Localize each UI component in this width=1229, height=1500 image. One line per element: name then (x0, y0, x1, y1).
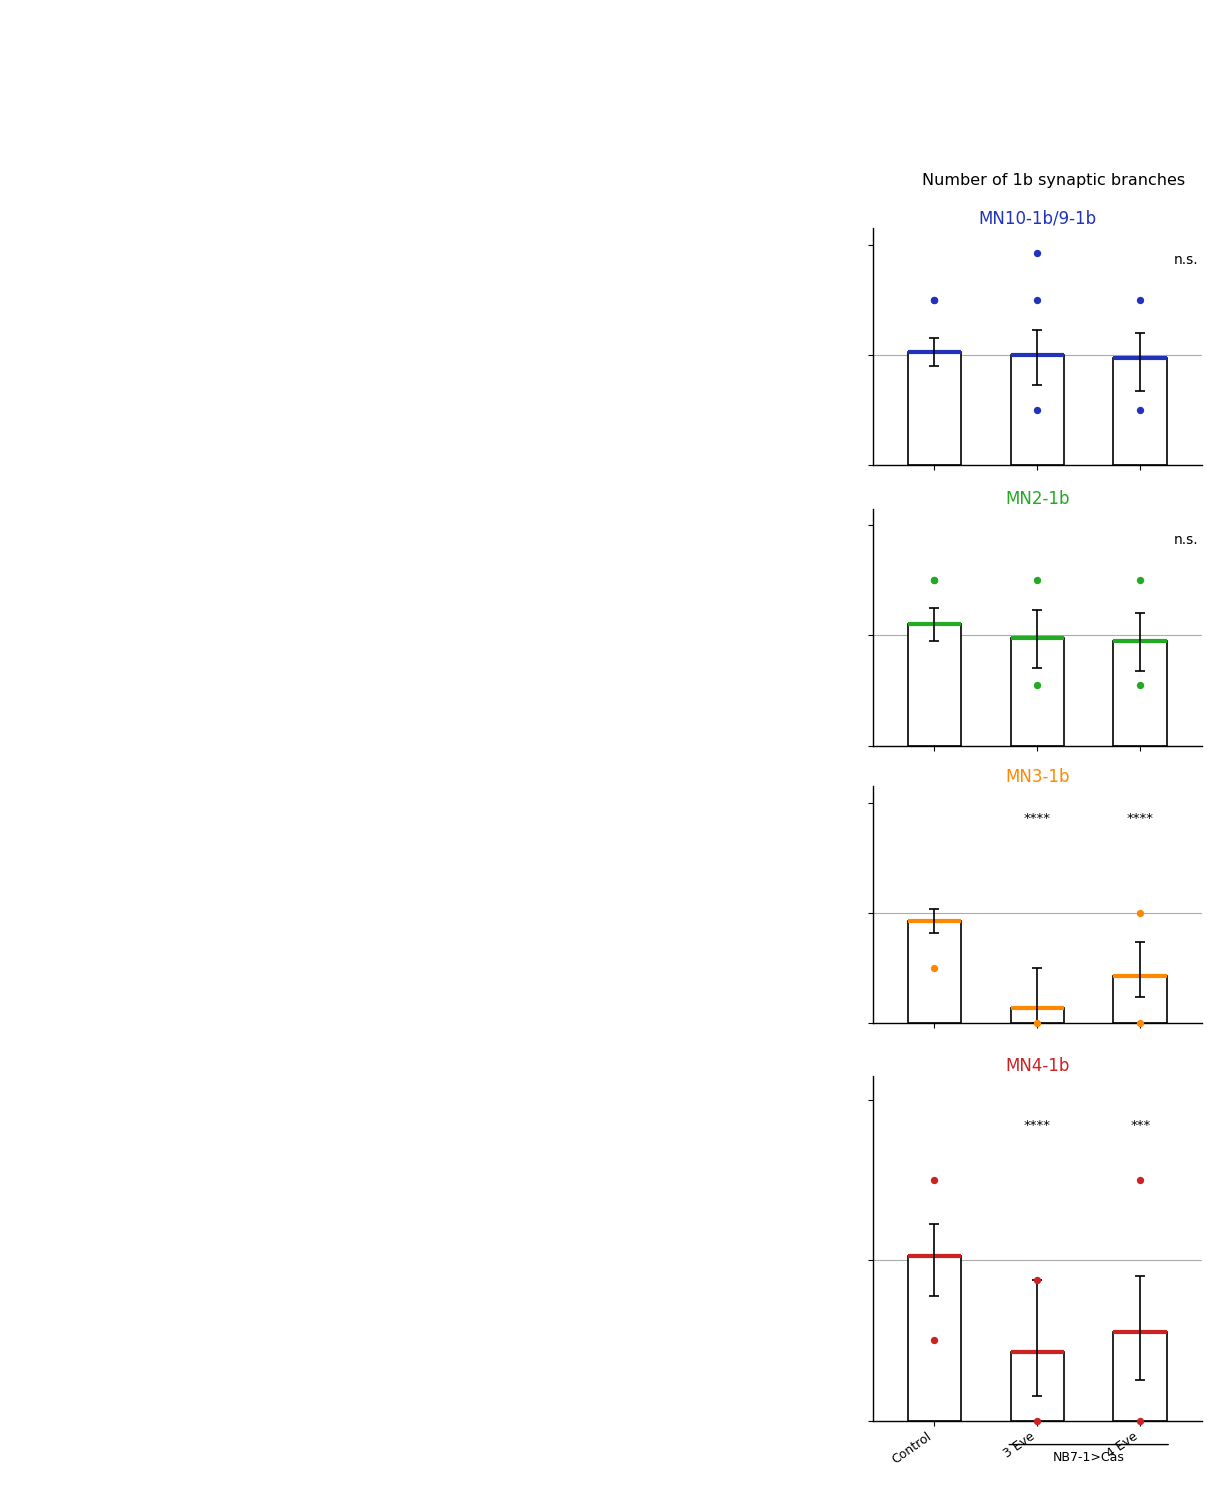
Point (924, 956, 944, 980)
Point (1027, 1268, 1047, 1292)
Y-axis label: Number of synaptic
branches: Number of synaptic branches (825, 288, 852, 405)
Point (924, 568, 944, 592)
Title: MN10-1b/9-1b: MN10-1b/9-1b (978, 210, 1096, 228)
Text: Number of 1b synaptic branches: Number of 1b synaptic branches (922, 172, 1185, 188)
Y-axis label: Number of synaptic
branches: Number of synaptic branches (825, 568, 852, 686)
Point (924, 1168, 944, 1192)
Point (924, 288, 944, 312)
Point (1131, 568, 1150, 592)
Point (1131, 288, 1150, 312)
Point (1131, 1408, 1150, 1432)
Point (1131, 902, 1150, 926)
Point (1027, 398, 1047, 422)
Point (1131, 398, 1150, 422)
Text: n.s.: n.s. (1174, 532, 1198, 548)
Point (1131, 1168, 1150, 1192)
Bar (1113, 357, 1168, 465)
Text: N: N (734, 1068, 752, 1089)
Y-axis label: Number of synaptic
branches: Number of synaptic branches (825, 1190, 852, 1306)
Point (924, 1329, 944, 1353)
Bar (907, 624, 961, 746)
Text: K: K (734, 224, 751, 243)
Point (1027, 288, 1047, 312)
Bar (907, 921, 961, 1023)
Point (1131, 1011, 1150, 1035)
Text: n.s.: n.s. (1174, 252, 1198, 267)
Bar (907, 1256, 961, 1420)
Text: NB7-1>Cas: NB7-1>Cas (1053, 1450, 1125, 1464)
Text: M: M (734, 782, 756, 801)
Text: ****: **** (1024, 812, 1051, 825)
Point (1027, 674, 1047, 698)
Bar (1113, 640, 1168, 746)
Point (1131, 674, 1150, 698)
Bar (1010, 1008, 1064, 1023)
Text: L: L (734, 504, 748, 524)
Bar (907, 352, 961, 465)
Title: MN2-1b: MN2-1b (1005, 490, 1069, 508)
Point (1027, 1408, 1047, 1432)
Title: MN4-1b: MN4-1b (1005, 1058, 1069, 1076)
Point (1027, 568, 1047, 592)
Text: ***: *** (1131, 1119, 1150, 1131)
Bar (1010, 356, 1064, 465)
Y-axis label: Number of synaptic
branches: Number of synaptic branches (825, 846, 852, 963)
Point (1027, 1011, 1047, 1035)
Text: ****: **** (1127, 812, 1154, 825)
Bar (1113, 1332, 1168, 1420)
Point (924, 288, 944, 312)
Bar (1010, 1353, 1064, 1420)
Text: ****: **** (1024, 1119, 1051, 1131)
Title: MN3-1b: MN3-1b (1005, 768, 1069, 786)
Point (1027, 242, 1047, 266)
Point (924, 568, 944, 592)
Bar (1113, 976, 1168, 1023)
Bar (1010, 638, 1064, 746)
